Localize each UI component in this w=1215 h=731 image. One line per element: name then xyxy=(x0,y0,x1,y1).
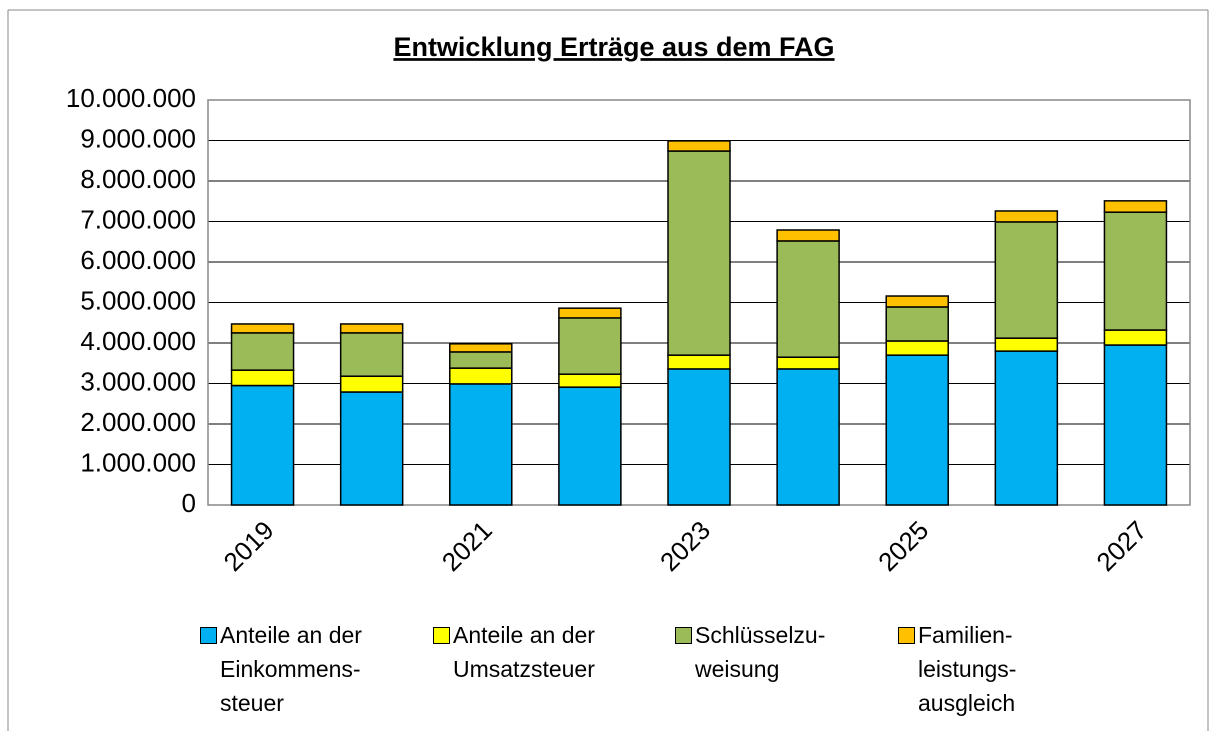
bar-segment xyxy=(885,354,949,506)
y-tick-label: 5.000.000 xyxy=(80,285,196,315)
bar-segment xyxy=(558,373,622,388)
y-tick-label: 2.000.000 xyxy=(80,407,196,437)
bar-segment xyxy=(1103,211,1168,331)
bar-segment xyxy=(1103,344,1168,506)
y-tick-label: 8.000.000 xyxy=(80,164,196,194)
bar-segment xyxy=(449,343,513,353)
bar-segment xyxy=(994,350,1059,506)
y-tick-label: 6.000.000 xyxy=(80,245,196,275)
y-tick-label: 3.000.000 xyxy=(80,366,196,396)
bar-segment xyxy=(1103,200,1168,213)
bar-segment xyxy=(667,354,731,370)
bar-segment xyxy=(339,323,404,334)
bar-segment xyxy=(558,386,622,506)
bar-segment xyxy=(885,340,949,356)
legend-label: Familien- leistungs- ausgleich xyxy=(918,622,1017,716)
bar-segment xyxy=(230,384,295,506)
bar-segment xyxy=(230,323,295,334)
y-tick-label: 4.000.000 xyxy=(80,326,196,356)
legend-label: Schlüsselzu- weisung xyxy=(695,622,826,682)
x-tick-label: 2019 xyxy=(218,515,280,577)
y-tick-label: 7.000.000 xyxy=(80,204,196,234)
bar-segment xyxy=(558,317,622,375)
y-tick-label: 1.000.000 xyxy=(80,447,196,477)
bar-segment xyxy=(1103,329,1168,346)
bar-segment xyxy=(558,307,622,319)
bar-segment xyxy=(449,383,513,506)
bar-segment xyxy=(449,367,513,385)
legend-swatch xyxy=(200,627,217,644)
bar-segment xyxy=(776,240,840,358)
bar-segment xyxy=(776,368,840,506)
bar-segment xyxy=(776,356,840,370)
bar-segment xyxy=(230,332,295,371)
bar-segment xyxy=(776,229,840,242)
bar-segment xyxy=(667,150,731,356)
bar-segment xyxy=(667,368,731,506)
chart-title: Entwicklung Erträge aus dem FAG xyxy=(393,32,834,62)
bar-segment xyxy=(994,337,1059,352)
x-tick-label: 2023 xyxy=(654,515,716,577)
bar-segment xyxy=(994,210,1059,223)
y-tick-label: 10.000.000 xyxy=(66,83,196,113)
bar-segment xyxy=(449,351,513,369)
bar-segment xyxy=(994,221,1059,339)
legend-label: Anteile an der Umsatzsteuer xyxy=(453,622,595,682)
bar-segment xyxy=(339,332,404,377)
x-tick-label: 2025 xyxy=(872,515,934,577)
bar-segment xyxy=(339,375,404,393)
bar-segment xyxy=(667,140,731,152)
y-tick-label: 0 xyxy=(182,488,196,518)
bar-segment xyxy=(230,369,295,387)
x-tick-label: 2027 xyxy=(1090,515,1152,577)
legend-swatch xyxy=(433,627,450,644)
bar-segment xyxy=(885,306,949,342)
x-tick-label: 2021 xyxy=(436,515,498,577)
bar-segment xyxy=(339,391,404,506)
y-tick-label: 9.000.000 xyxy=(80,123,196,153)
legend-swatch xyxy=(898,627,915,644)
legend-label: Anteile an der Einkommens- steuer xyxy=(220,622,362,716)
bar-segment xyxy=(885,295,949,308)
legend-swatch xyxy=(675,627,692,644)
